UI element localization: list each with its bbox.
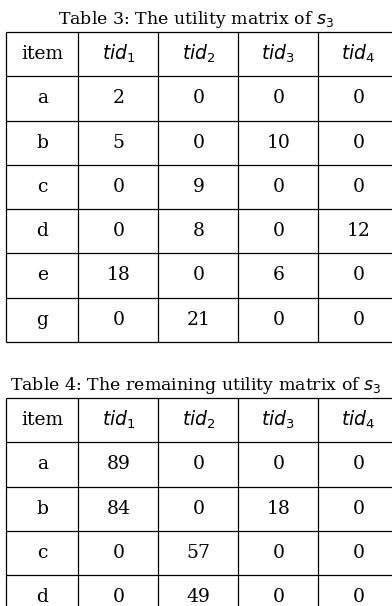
- Text: a: a: [36, 456, 48, 473]
- Text: 18: 18: [107, 267, 130, 284]
- Text: Table 3: The utility matrix of $s_3$: Table 3: The utility matrix of $s_3$: [58, 9, 334, 30]
- Text: 0: 0: [192, 267, 204, 284]
- Text: 12: 12: [347, 222, 370, 240]
- Text: 9: 9: [192, 178, 204, 196]
- Text: item: item: [21, 45, 63, 63]
- Text: $\mathit{tid}_{2}$: $\mathit{tid}_{2}$: [181, 43, 215, 65]
- Text: $\mathit{tid}_{2}$: $\mathit{tid}_{2}$: [181, 409, 215, 431]
- Text: c: c: [37, 544, 47, 562]
- Text: 0: 0: [352, 90, 364, 107]
- Text: b: b: [36, 134, 48, 152]
- Text: 57: 57: [186, 544, 211, 562]
- Text: 0: 0: [352, 311, 364, 328]
- Text: 0: 0: [192, 500, 204, 518]
- Text: 18: 18: [267, 500, 290, 518]
- Text: 0: 0: [272, 588, 284, 606]
- Text: $\mathit{tid}_{1}$: $\mathit{tid}_{1}$: [102, 43, 135, 65]
- Text: a: a: [36, 90, 48, 107]
- Text: 0: 0: [272, 456, 284, 473]
- Text: $\mathit{tid}_{3}$: $\mathit{tid}_{3}$: [261, 409, 295, 431]
- Text: Table 4: The remaining utility matrix of $s_3$: Table 4: The remaining utility matrix of…: [10, 375, 382, 396]
- Text: 2: 2: [113, 90, 124, 107]
- Text: 0: 0: [272, 90, 284, 107]
- Text: 21: 21: [187, 311, 210, 328]
- Text: $\mathit{tid}_{3}$: $\mathit{tid}_{3}$: [261, 43, 295, 65]
- Text: 84: 84: [106, 500, 131, 518]
- Text: 8: 8: [192, 222, 204, 240]
- Text: 0: 0: [272, 544, 284, 562]
- Text: 0: 0: [352, 267, 364, 284]
- Text: d: d: [36, 588, 48, 606]
- Text: $\mathit{tid}_{1}$: $\mathit{tid}_{1}$: [102, 409, 135, 431]
- Text: c: c: [37, 178, 47, 196]
- Text: 0: 0: [352, 544, 364, 562]
- Text: 0: 0: [192, 134, 204, 152]
- Text: 0: 0: [352, 134, 364, 152]
- Text: 89: 89: [107, 456, 130, 473]
- Text: 0: 0: [192, 90, 204, 107]
- Text: 0: 0: [272, 178, 284, 196]
- Text: 10: 10: [267, 134, 290, 152]
- Text: $\mathit{tid}_{4}$: $\mathit{tid}_{4}$: [341, 43, 375, 65]
- Text: 6: 6: [272, 267, 284, 284]
- Text: 0: 0: [272, 222, 284, 240]
- Text: 0: 0: [272, 311, 284, 328]
- Bar: [6, 32, 392, 342]
- Text: 0: 0: [192, 456, 204, 473]
- Text: 0: 0: [352, 178, 364, 196]
- Text: 0: 0: [113, 588, 124, 606]
- Text: 5: 5: [113, 134, 124, 152]
- Text: b: b: [36, 500, 48, 518]
- Text: $\mathit{tid}_{4}$: $\mathit{tid}_{4}$: [341, 409, 375, 431]
- Text: 0: 0: [113, 222, 124, 240]
- Text: 0: 0: [352, 500, 364, 518]
- Text: item: item: [21, 411, 63, 429]
- Text: 0: 0: [352, 588, 364, 606]
- Text: e: e: [36, 267, 48, 284]
- Text: 0: 0: [113, 311, 124, 328]
- Text: d: d: [36, 222, 48, 240]
- Bar: [6, 398, 392, 606]
- Text: g: g: [36, 311, 48, 328]
- Text: 49: 49: [187, 588, 210, 606]
- Text: 0: 0: [352, 456, 364, 473]
- Text: 0: 0: [113, 544, 124, 562]
- Text: 0: 0: [113, 178, 124, 196]
